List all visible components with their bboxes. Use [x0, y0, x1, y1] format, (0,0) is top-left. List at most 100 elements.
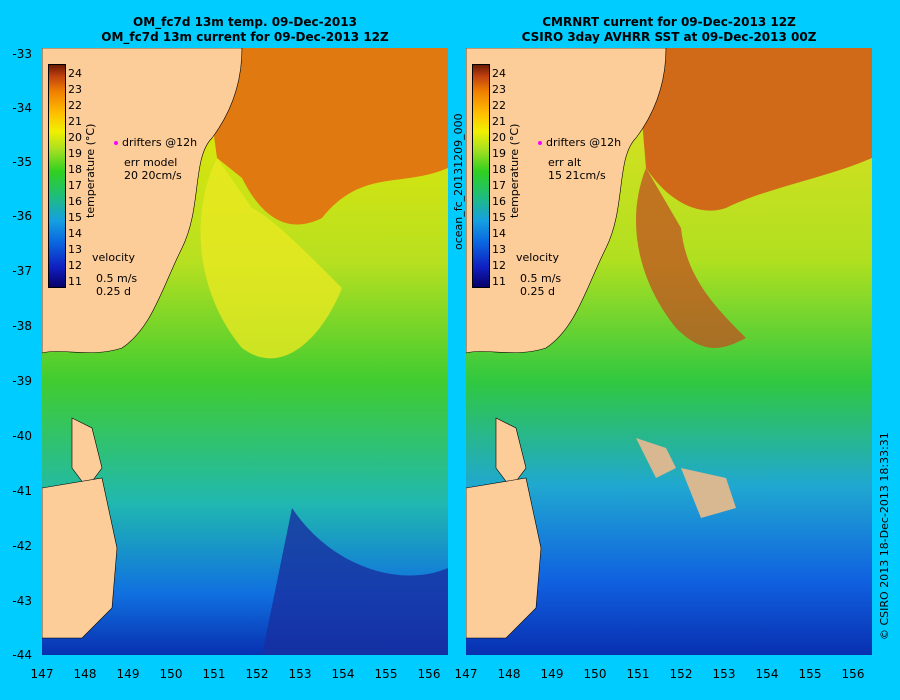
y-tick-label: -36: [12, 209, 32, 223]
y-tick-label: -40: [12, 429, 32, 443]
x-tick-label: 151: [202, 667, 226, 681]
cb-tick: 24: [492, 67, 506, 80]
australia-coast: [466, 48, 667, 354]
left-velocity-days: 0.25 d: [96, 285, 131, 298]
right-title: CMRNRT current for 09-Dec-2013 12Z CSIRO…: [466, 15, 872, 45]
y-tick-label: -41: [12, 484, 32, 498]
x-tick-label: 151: [626, 667, 650, 681]
left-err-label: err model 20 20cm/s: [124, 156, 182, 182]
x-tick-label: 148: [73, 667, 97, 681]
cb-tick: 12: [492, 259, 506, 272]
y-tick-label: -43: [12, 594, 32, 608]
cb-tick: 14: [492, 227, 506, 240]
right-err-line1: err alt: [548, 156, 582, 169]
right-velocity-speed: 0.5 m/s: [520, 272, 562, 285]
tasmania-coast: [42, 477, 118, 639]
flinders-island: [495, 417, 527, 489]
left-colorbar-labels: 24 23 22 21 20 19 18 17 16 15 14 13 12 1…: [68, 64, 92, 288]
cb-tick: 24: [68, 67, 82, 80]
cb-tick: 11: [492, 275, 506, 288]
x-tick-label: 149: [540, 667, 564, 681]
left-colorbar-title: temperature (°C): [84, 123, 97, 218]
right-velocity-days: 0.25 d: [520, 285, 555, 298]
x-tick-label: 156: [417, 667, 441, 681]
y-tick-label: -39: [12, 374, 32, 388]
cold-pool: [262, 508, 448, 655]
right-drifters-label: drifters @12h: [538, 136, 621, 149]
cb-tick: 17: [68, 179, 82, 192]
x-tick-label: 147: [454, 667, 478, 681]
cloud-mask: [636, 438, 676, 478]
left-map-panel: 24 23 22 21 20 19 18 17 16 15 14 13 12 1…: [42, 48, 448, 655]
cb-tick: 12: [68, 259, 82, 272]
x-tick-label: 147: [30, 667, 54, 681]
middle-file-label: ocean_fc_20131209_000: [452, 113, 465, 250]
left-err-line1: err model: [124, 156, 178, 169]
cb-tick: 23: [68, 83, 82, 96]
x-tick-label: 153: [712, 667, 736, 681]
warm-filament: [636, 168, 746, 348]
y-tick-label: -42: [12, 539, 32, 553]
right-map-svg: [466, 48, 872, 655]
x-tick-label: 152: [245, 667, 269, 681]
cb-tick: 16: [492, 195, 506, 208]
cb-tick: 15: [492, 211, 506, 224]
drifter-dot-icon: [114, 141, 118, 145]
x-tick-label: 156: [841, 667, 865, 681]
y-tick-label: -35: [12, 155, 32, 169]
warm-current: [202, 48, 448, 225]
x-tick-label: 154: [755, 667, 779, 681]
left-title-line2: OM_fc7d 13m current for 09-Dec-2013 12Z: [101, 30, 389, 44]
cb-tick: 21: [492, 115, 506, 128]
left-title: OM_fc7d 13m temp. 09-Dec-2013 OM_fc7d 13…: [42, 15, 448, 45]
x-tick-label: 148: [497, 667, 521, 681]
cb-tick: 23: [492, 83, 506, 96]
left-velocity-speed: 0.5 m/s: [96, 272, 138, 285]
y-tick-label: -34: [12, 101, 32, 115]
x-tick-label: 149: [116, 667, 140, 681]
cb-tick: 20: [492, 131, 506, 144]
right-colorbar: [472, 64, 490, 288]
right-map-panel: 24 23 22 21 20 19 18 17 16 15 14 13 12 1…: [466, 48, 872, 655]
x-tick-label: 155: [374, 667, 398, 681]
cb-tick: 16: [68, 195, 82, 208]
left-drifters-text: drifters @12h: [122, 136, 198, 149]
y-tick-label: -38: [12, 319, 32, 333]
right-title-line2: CSIRO 3day AVHRR SST at 09-Dec-2013 00Z: [521, 30, 817, 44]
right-velocity-title: velocity: [516, 251, 559, 264]
left-drifters-label: drifters @12h: [114, 136, 197, 149]
cb-tick: 14: [68, 227, 82, 240]
cb-tick: 17: [492, 179, 506, 192]
australia-coast: [42, 48, 243, 354]
cb-tick: 19: [68, 147, 82, 160]
x-tick-label: 150: [159, 667, 183, 681]
cb-tick: 20: [68, 131, 82, 144]
y-tick-label: -44: [12, 648, 32, 662]
cb-tick: 22: [492, 99, 506, 112]
right-colorbar-labels: 24 23 22 21 20 19 18 17 16 15 14 13 12 1…: [492, 64, 516, 288]
cb-tick: 11: [68, 275, 82, 288]
right-title-line1: CMRNRT current for 09-Dec-2013 12Z: [542, 15, 796, 29]
flinders-island: [71, 417, 103, 489]
cb-tick: 15: [68, 211, 82, 224]
right-drifters-text: drifters @12h: [546, 136, 622, 149]
x-tick-label: 154: [331, 667, 355, 681]
right-err-label: err alt 15 21cm/s: [548, 156, 606, 182]
x-tick-label: 152: [669, 667, 693, 681]
cb-tick: 13: [68, 243, 82, 256]
y-tick-label: -33: [12, 47, 32, 61]
x-tick-label: 150: [583, 667, 607, 681]
x-tick-label: 153: [288, 667, 312, 681]
cb-tick: 21: [68, 115, 82, 128]
left-velocity-title: velocity: [92, 251, 135, 264]
right-velocity-legend: velocity 0.5 m/s 0.25 d: [516, 251, 561, 298]
left-map-svg: [42, 48, 448, 655]
x-tick-label: 155: [798, 667, 822, 681]
cb-tick: 18: [68, 163, 82, 176]
left-colorbar: [48, 64, 66, 288]
right-colorbar-title: temperature (°C): [508, 123, 521, 218]
drifter-dot-icon: [538, 141, 542, 145]
tasmania-coast: [466, 477, 542, 639]
cb-tick: 22: [68, 99, 82, 112]
left-velocity-legend: velocity 0.5 m/s 0.25 d: [92, 251, 137, 298]
